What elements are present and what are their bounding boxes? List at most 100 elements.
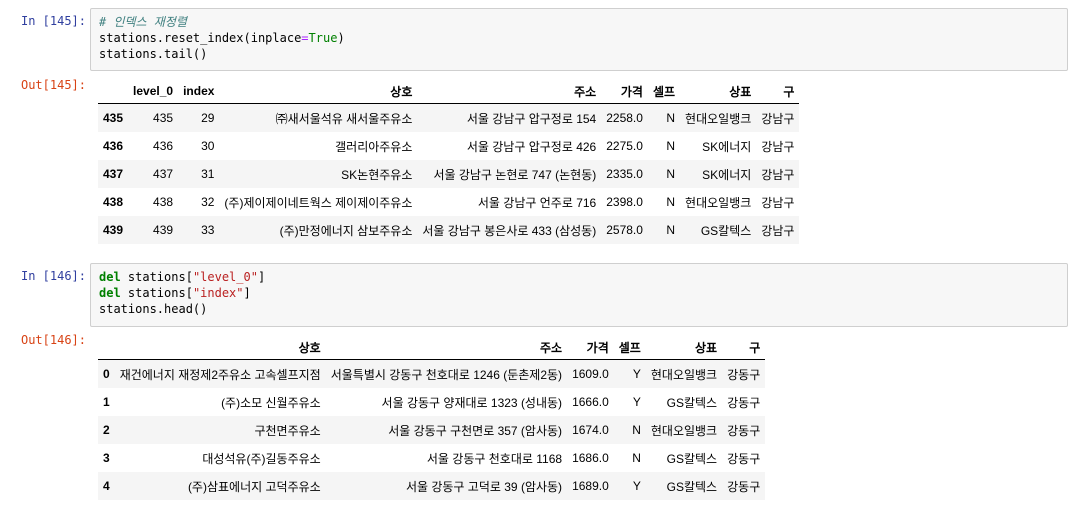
table-cell: 33 xyxy=(201,223,215,237)
table-cell: (주)소모 신월주유소 xyxy=(221,395,321,410)
table-cell: 서울 강남구 봉은사로 433 (삼성동) xyxy=(422,223,597,238)
table-cell: Y xyxy=(632,479,641,493)
code-string: "level_0" xyxy=(192,270,258,284)
code-line: del stations["index"] xyxy=(99,285,1059,301)
row-index: 435 xyxy=(103,111,124,125)
table-row: 438 438 32 (주)제이제이네트웍스 제이제이주유소 서울 강남구 언주로 71… xyxy=(98,188,799,216)
table-cell: 서울 강남구 언주로 716 xyxy=(477,195,597,210)
table-cell: 현대오일뱅크 xyxy=(685,195,752,210)
table-cell: 1689.0 xyxy=(572,479,609,493)
table-cell: 2398.0 xyxy=(606,195,643,209)
table-cell: 32 xyxy=(201,195,215,209)
code-text: ) xyxy=(337,31,345,45)
dataframe-output-145: level_0 index 상호 주소 가격 셀프 상표 구 435 435 29 ㈜새서울석유 새서… xyxy=(98,79,800,244)
table-cell: 435 xyxy=(153,111,174,125)
table-cell: SK에너지 xyxy=(702,139,752,154)
table-cell: GS칼텍스 xyxy=(666,451,718,466)
table-cell: 30 xyxy=(201,139,215,153)
column-header: level_0 xyxy=(128,79,179,104)
table-cell: 강동구 xyxy=(727,395,761,410)
table-cell: 2258.0 xyxy=(606,111,643,125)
table-cell: N xyxy=(666,195,676,209)
table-cell: Y xyxy=(632,367,641,381)
row-index: 1 xyxy=(103,395,110,409)
table-cell: 현대오일뱅크 xyxy=(685,111,752,126)
table-cell: 강동구 xyxy=(727,367,761,382)
table-cell: GS칼텍스 xyxy=(666,479,718,494)
table-row: 437 437 31 SK논현주유소 서울 강남구 논현로 747 (논현동) 2335.… xyxy=(98,160,800,188)
row-index: 438 xyxy=(103,195,124,209)
table-row: 436 436 30 갤러리아주유소 서울 강남구 압구정로 426 2275.0 N SK에… xyxy=(98,132,799,160)
code-text: stations[ xyxy=(120,270,193,284)
table-row: 3 대성석유(주)길동주유소 서울 강동구 천호대로 1168 1686.0 N GS칼텍… xyxy=(98,444,765,472)
table-cell: N xyxy=(632,423,641,437)
table-cell: N xyxy=(666,223,676,237)
column-header: 구 xyxy=(722,335,766,360)
code-comment: # 인덱스 재정렬 xyxy=(99,15,187,29)
table-cell: 2275.0 xyxy=(606,139,643,153)
table-cell: 구천면주유소 xyxy=(254,423,321,438)
table-cell: 서울 강남구 압구정로 154 xyxy=(466,111,597,126)
code-cell-146[interactable]: del stations["level_0"] del stations["in… xyxy=(90,263,1068,327)
code-cell-145[interactable]: # 인덱스 재정렬 stations.reset_index(inplace=T… xyxy=(90,8,1068,71)
row-index: 4 xyxy=(103,479,110,493)
code-keyword: del xyxy=(99,286,121,300)
code-text: stations[ xyxy=(120,286,193,300)
table-cell: 서울 강동구 구천면로 357 (암사동) xyxy=(388,423,563,438)
table-cell: N xyxy=(666,111,676,125)
table-cell: 강남구 xyxy=(761,223,795,238)
row-index: 2 xyxy=(103,423,110,437)
table-cell: 1686.0 xyxy=(572,451,609,465)
table-cell: 서울 강동구 양재대로 1323 (성내동) xyxy=(381,395,563,410)
table-cell: 강남구 xyxy=(761,167,795,182)
column-header: index xyxy=(178,79,220,104)
table-cell: 서울 강남구 압구정로 426 xyxy=(466,139,597,154)
table-cell: 437 xyxy=(153,167,174,181)
column-header: 주소 xyxy=(417,79,602,104)
column-header: 상표 xyxy=(645,335,723,360)
table-cell: 강남구 xyxy=(761,111,795,126)
table-cell: 강동구 xyxy=(727,479,761,494)
table-cell: 서울 강동구 천호대로 1168 xyxy=(426,451,563,466)
table-cell: 439 xyxy=(153,223,174,237)
table-cell: 강남구 xyxy=(761,139,795,154)
table-cell: 29 xyxy=(201,111,215,125)
table-cell: 재건에너지 재정제2주유소 고속셀프지점 xyxy=(119,367,321,382)
table-cell: 갤러리아주유소 xyxy=(335,139,413,154)
column-header xyxy=(98,79,129,104)
code-keyword: del xyxy=(99,270,121,284)
input-prompt-146: In [146]: xyxy=(20,269,86,283)
table-cell: SK논현주유소 xyxy=(341,167,413,182)
column-header: 상호 xyxy=(219,79,418,104)
table-cell: 강남구 xyxy=(761,195,795,210)
table-row: 2 구천면주유소 서울 강동구 구천면로 357 (암사동) 1674.0 N 현대오일뱅… xyxy=(98,416,766,444)
column-header: 셀프 xyxy=(613,335,646,360)
table-cell: Y xyxy=(632,395,641,409)
code-line: stations.reset_index(inplace=True) xyxy=(99,30,1059,46)
table-cell: 서울 강동구 고덕로 39 (암사동) xyxy=(405,479,563,494)
code-line: del stations["level_0"] xyxy=(99,269,1059,285)
column-header xyxy=(98,335,115,360)
code-string: "index" xyxy=(192,286,244,300)
table-cell: GS칼텍스 xyxy=(666,395,718,410)
code-line: stations.head() xyxy=(99,302,208,316)
table-row: 1 (주)소모 신월주유소 서울 강동구 양재대로 1323 (성내동) 1666.0… xyxy=(98,388,765,416)
table-cell: 강동구 xyxy=(727,423,761,438)
code-operator: = xyxy=(301,31,309,45)
table-cell: N xyxy=(632,451,641,465)
table-cell: (주)만정에너지 삼보주유소 xyxy=(279,223,413,238)
table-cell: 서울 강남구 논현로 747 (논현동) xyxy=(433,167,597,182)
table-cell: 1609.0 xyxy=(572,367,609,381)
output-prompt-146: Out[146]: xyxy=(20,333,86,347)
table-cell: (주)삼표에너지 고덕주유소 xyxy=(187,479,321,494)
table-cell: 2335.0 xyxy=(606,167,643,181)
row-index: 437 xyxy=(103,167,124,181)
table-cell: GS칼텍스 xyxy=(700,223,752,238)
dataframe-output-146: 상호 주소 가격 셀프 상표 구 0 재건에너지 재정제2주유소 고속셀프지점 서울특별시 강동… xyxy=(98,335,766,500)
row-index: 3 xyxy=(103,451,110,465)
code-line: stations.tail() xyxy=(99,47,208,61)
table-row: 4 (주)삼표에너지 고덕주유소 서울 강동구 고덕로 39 (암사동) 1689.0… xyxy=(98,472,766,500)
table-cell: SK에너지 xyxy=(702,167,752,182)
table-row: 439 439 33 (주)만정에너지 삼보주유소 서울 강남구 봉은사로 433 (삼… xyxy=(98,216,800,244)
table-cell: 현대오일뱅크 xyxy=(650,423,718,438)
